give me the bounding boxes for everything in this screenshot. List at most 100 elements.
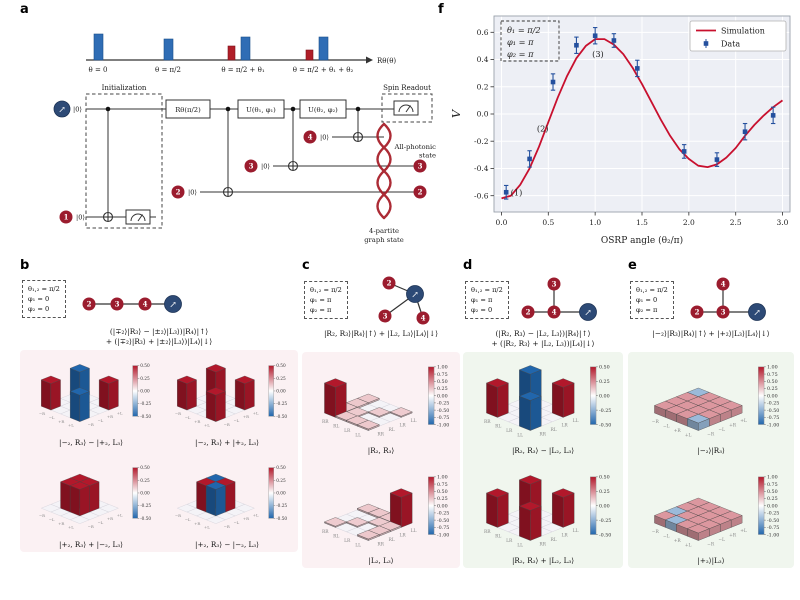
pulse-axis-label: Rθ(θ) [377,57,396,65]
density-matrix-plot: −R−L+R+L −R−L+R+L1.000.750.500.250.00-0.2… [652,475,780,549]
photon-node [378,309,392,323]
svg-text:(2): (2) [537,124,549,134]
spin-node [163,295,182,313]
svg-text:|0⟩: |0⟩ [261,163,270,171]
svg-text:↗: ↗ [58,106,66,116]
svg-text:1.00: 1.00 [767,365,778,371]
svg-text:(1): (1) [511,188,523,198]
svg-text:+R: +R [107,516,113,521]
panel-e-label: e [628,258,637,273]
state-labels: All-photonic state 4-partite graph state [364,143,436,244]
density-matrix-plot: −R−L+R+L −R−L+R+L0.500.250.00-0.25-0.50 [39,466,152,530]
svg-text:0.00: 0.00 [140,389,150,394]
svg-text:LL: LL [411,419,417,424]
svg-text:−L: −L [49,517,55,522]
matrix-state-label: |R₂, R₃⟩ − |L₂, L₃⟩ [511,446,575,455]
initialization-box [85,93,163,229]
svg-text:-0.75: -0.75 [437,415,449,421]
svg-text:0.0: 0.0 [477,110,489,119]
svg-text:−R: −R [224,524,230,529]
svg-text:θ₁ = π/2: θ₁ = π/2 [507,25,541,35]
graph-state-diagram: 2 3 4 ↗ [82,295,182,313]
svg-text:1.0: 1.0 [589,218,601,227]
svg-text:2: 2 [176,188,181,197]
pulse-label-4: θ = π/2 + θ₁ + θ₂ [293,66,354,74]
svg-text:-1.00: -1.00 [767,422,779,428]
osrp-visibility-chart: 0.0 0.5 1.0 1.5 2.0 2.5 3.0 -0.6 -0.4 -0.2 0.0 0.2 0… [449,15,791,246]
svg-text:RL: RL [389,428,395,433]
svg-text:2.0: 2.0 [683,218,695,227]
svg-text:0.75: 0.75 [437,372,448,378]
svg-text:-0.25: -0.25 [767,511,779,517]
svg-text:↗: ↗ [584,309,592,319]
svg-text:+R: +R [729,424,737,429]
parameter-box: θ₁,₂ = π/2 φ₁ = 0 φ₂ = 0 [22,279,66,319]
gate-u2: U(θ₂, φ₂) [299,99,347,119]
svg-text:0.25: 0.25 [767,386,778,392]
matrix-state-label: |−₂, R₃⟩ − |+₂, L₃⟩ [59,438,123,447]
svg-text:RR: RR [484,530,491,535]
svg-text:−R: −R [652,420,660,425]
svg-text:−R: −R [88,524,94,529]
svg-text:0.00: 0.00 [767,503,778,509]
spin-node [405,285,424,303]
spin-qubit-icon: ↗ [53,100,71,118]
photon-node [416,311,430,325]
svg-text:0.5: 0.5 [542,218,554,227]
svg-text:+L: +L [740,419,747,424]
svg-text:0.25: 0.25 [140,479,150,484]
svg-text:-0.50: -0.50 [599,532,611,538]
pulse-blue-3 [240,36,251,61]
svg-text:-0.25: -0.25 [140,504,151,509]
matrix-state-label: |R₂, R₃⟩ + |L₂, L₃⟩ [511,556,575,565]
svg-text:0.25: 0.25 [599,489,610,495]
photon-node [138,297,152,311]
svg-text:-0.25: -0.25 [437,511,449,517]
svg-text:-0.75: -0.75 [767,525,779,531]
cnot-target-icons [102,131,364,223]
svg-text:-0.50: -0.50 [437,518,449,524]
panel-f-label: f [438,2,444,17]
svg-text:−L: −L [97,418,103,423]
svg-text:+L: +L [685,543,692,548]
panel-c-label: c [302,258,310,273]
svg-text:-0.25: -0.25 [437,401,449,407]
photon-qubit-circles: 1 2 3 4 3 2 [59,130,427,224]
svg-text:0.0: 0.0 [496,218,508,227]
svg-text:RL: RL [495,535,501,540]
svg-text:LL: LL [355,433,361,438]
pulse-blue-2 [163,38,174,61]
cnot-control-lines [107,109,359,217]
pulse-blue-4 [318,36,329,61]
svg-text:+L: +L [253,512,259,517]
svg-text:0.6: 0.6 [477,28,489,37]
initialization-label: Initialization [102,84,147,92]
state-formula: |−₂⟩|R₃⟩|R₄⟩|↑⟩ + |+₂⟩|L₃⟩|L₄⟩|↓⟩ [652,329,770,338]
photon-node [547,305,561,319]
svg-text:LR: LR [344,539,351,544]
svg-text:−R: −R [39,411,45,416]
graph-state-label: 4-partite [369,227,399,235]
svg-text:0.25: 0.25 [276,479,286,484]
svg-text:1.00: 1.00 [437,475,448,481]
svg-text:-0.25: -0.25 [599,408,611,414]
pulse-red-3 [227,45,236,61]
svg-text:+R: +R [107,414,113,419]
svg-text:0.00: 0.00 [767,393,778,399]
svg-text:-0.25: -0.25 [276,402,287,407]
all-photonic-label: All-photonic [393,143,436,151]
svg-text:+R: +R [243,414,249,419]
svg-text:0.00: 0.00 [276,491,286,496]
svg-text:0.00: 0.00 [599,503,610,509]
svg-text:-0.25: -0.25 [276,504,287,509]
svg-text:0.25: 0.25 [599,379,610,385]
spin-node [578,303,597,321]
svg-text:3: 3 [382,312,387,321]
svg-text:+L: +L [68,525,74,530]
svg-text:+R: +R [58,419,64,424]
svg-text:−R: −R [224,422,230,427]
density-matrix-b3: −R −L +R +L −R −L +R +L 0.50 0.25 0.00 -0.25 -0.50 |+… [25,455,157,549]
svg-text:4: 4 [720,280,725,289]
state-formula: |R₂, R₃⟩|R₄⟩|↑⟩ + |L₂, L₃⟩|L₄⟩|↓⟩ [323,329,439,338]
entanglement-helix-icon [376,122,392,220]
